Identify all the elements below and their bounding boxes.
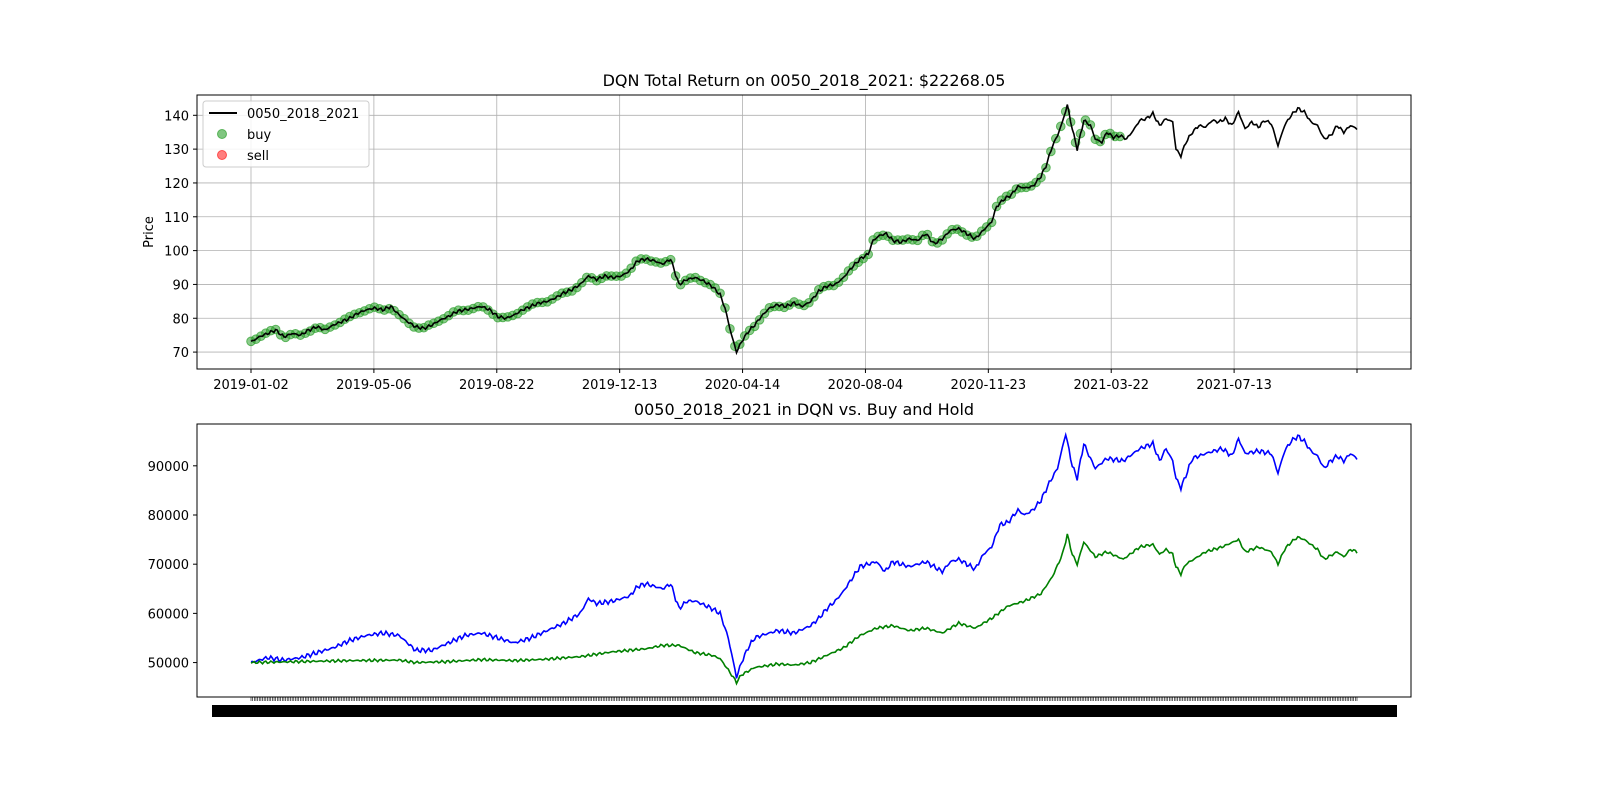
return-chart-y-tick-label: 60000 [148,607,189,622]
dqn-series-line [250,431,1358,679]
legend-buy-marker [217,129,227,139]
return-chart-y-ticks: 50000 60000 70000 80000 90000 [148,460,197,672]
price-chart-x-tick-label: 2019-05-06 [336,378,412,393]
price-chart-y-tick-label: 140 [164,109,189,124]
return-chart-series [250,431,1358,686]
price-chart-y-tick-label: 120 [164,177,189,192]
return-chart-y-tick-label: 80000 [148,509,189,524]
return-chart-frame [196,423,1412,698]
price-chart-series [246,104,1358,356]
legend-sell-marker [217,150,227,160]
price-chart-y-tick-label: 110 [164,211,189,226]
return-chart-y-tick-label: 90000 [148,460,189,475]
buy-hold-series-line [250,533,1358,686]
return-chart-title: 0050_2018_2021 in DQN vs. Buy and Hold [634,400,974,420]
return-chart-x-tick-labels-overlap [212,705,1397,717]
price-chart-x-tick-label: 2021-07-13 [1196,378,1272,393]
price-chart-y-tick-label: 80 [172,312,189,327]
price-chart-y-tick-label: 130 [164,143,189,158]
price-chart-y-label: Price [142,216,157,248]
price-chart-x-tick-label: 2019-01-02 [213,378,289,393]
price-chart: DQN Total Return on 0050_2018_2021: $222… [142,71,1412,393]
price-series-line [250,104,1358,356]
price-chart-x-ticks: 2019-01-02 2019-05-06 2019-08-22 2019-12-13… [213,369,1358,393]
price-chart-y-tick-label: 90 [172,278,189,293]
price-chart-grid [197,95,1411,369]
price-chart-frame [196,94,1412,370]
legend-entry-0050: 0050_2018_2021 [247,107,359,122]
return-chart-x-ticks [212,697,1397,717]
price-chart-y-ticks: 70 80 90 100 110 120 130 140 [164,109,197,361]
price-chart-x-tick-label: 2019-08-22 [459,378,535,393]
legend-box [202,100,370,168]
legend-entry-sell: sell [247,149,269,164]
return-chart-y-tick-label: 50000 [148,657,189,672]
price-chart-x-tick-label: 2019-12-13 [582,378,658,393]
return-comparison-chart: 0050_2018_2021 in DQN vs. Buy and Hold 5… [148,400,1412,717]
price-chart-y-tick-label: 100 [164,245,189,260]
price-chart-x-tick-label: 2021-03-22 [1073,378,1149,393]
price-chart-x-tick-label: 2020-04-14 [705,378,781,393]
price-chart-legend: 0050_2018_2021 buy sell [202,100,370,168]
legend-entry-buy: buy [247,128,271,143]
price-chart-x-tick-label: 2020-11-23 [951,378,1027,393]
return-chart-y-tick-label: 70000 [148,558,189,573]
price-chart-y-tick-label: 70 [172,346,189,361]
price-chart-x-tick-label: 2020-08-04 [828,378,904,393]
price-chart-title: DQN Total Return on 0050_2018_2021: $222… [603,71,1006,91]
